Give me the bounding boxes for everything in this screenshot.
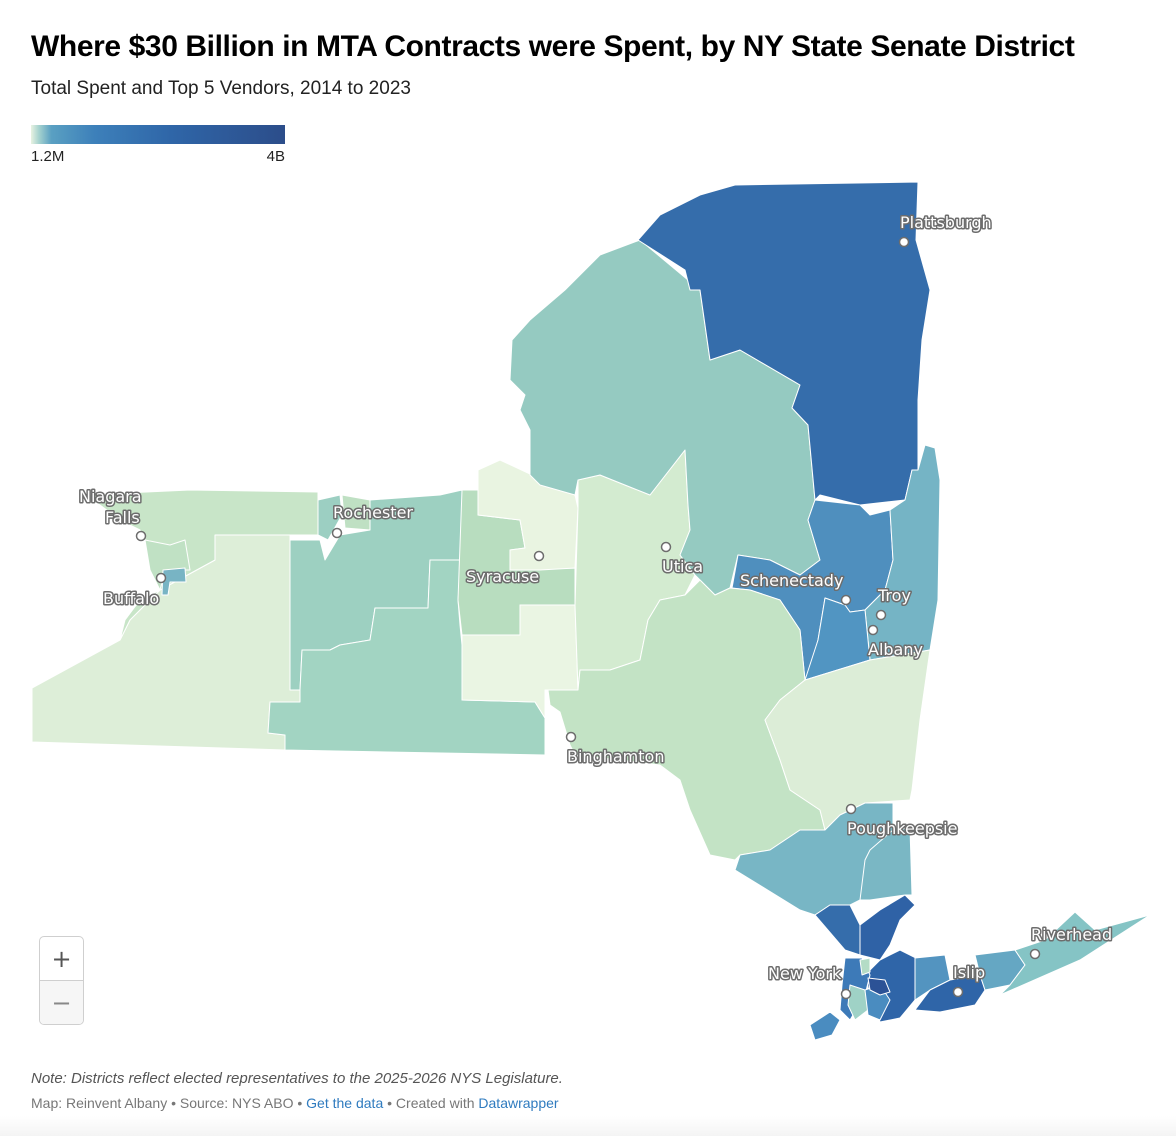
svg-text:Falls: Falls — [105, 508, 140, 527]
city-buffalo: Buffalo — [102, 572, 167, 610]
district-region[interactable] — [317, 494, 343, 541]
district-region[interactable] — [867, 977, 891, 996]
district-region[interactable] — [914, 974, 986, 1013]
zoom-controls: + − — [39, 936, 84, 1025]
get-the-data-link[interactable]: Get the data — [306, 1095, 384, 1111]
bottom-fade — [0, 1116, 1176, 1136]
svg-text:Niagara: Niagara — [79, 487, 142, 506]
city-poughkeepsie: Poughkeepsie — [846, 803, 959, 840]
chart-subtitle: Total Spent and Top 5 Vendors, 2014 to 2… — [31, 78, 411, 99]
choropleth-map[interactable]: Plattsburgh Niagara Falls Rochester Buff… — [0, 170, 1176, 1050]
district-region[interactable] — [267, 559, 546, 756]
district-region[interactable] — [814, 904, 861, 956]
city-niagara-falls: Niagara Falls — [78, 486, 147, 542]
city-islip: Islip — [952, 962, 987, 998]
color-legend: 1.2M 4B — [31, 125, 285, 165]
city-schenectady: Schenectady — [739, 570, 852, 606]
legend-gradient-bar — [31, 125, 285, 144]
svg-text:Binghamton: Binghamton — [567, 747, 664, 766]
district-region[interactable] — [999, 911, 1151, 996]
city-syracuse: Syracuse — [465, 550, 545, 588]
credit-prefix: Map: Reinvent Albany • Source: NYS ABO • — [31, 1095, 307, 1111]
svg-text:Poughkeepsie: Poughkeepsie — [847, 819, 957, 838]
svg-text:Buffalo: Buffalo — [103, 589, 159, 608]
zoom-out-button[interactable]: − — [40, 980, 83, 1024]
svg-text:New York: New York — [768, 964, 842, 983]
credit-mid: • Created with — [383, 1095, 479, 1111]
district-region[interactable] — [637, 181, 931, 506]
chart-title: Where $30 Billion in MTA Contracts were … — [31, 30, 1075, 63]
svg-text:Syracuse: Syracuse — [466, 567, 539, 586]
city-riverhead: Riverhead — [1030, 924, 1114, 960]
svg-text:Riverhead: Riverhead — [1031, 925, 1112, 944]
footer-credits: Map: Reinvent Albany • Source: NYS ABO •… — [31, 1095, 563, 1111]
svg-text:Albany: Albany — [868, 640, 923, 659]
svg-text:Utica: Utica — [662, 557, 703, 576]
datawrapper-link[interactable]: Datawrapper — [478, 1095, 559, 1111]
footer: Note: Districts reflect elected represen… — [31, 1070, 563, 1111]
city-utica: Utica — [661, 541, 705, 578]
svg-text:Islip: Islip — [953, 963, 985, 982]
district-region[interactable] — [864, 444, 941, 661]
district-region[interactable] — [859, 827, 913, 901]
district-region[interactable] — [859, 894, 916, 961]
zoom-in-button[interactable]: + — [51, 944, 72, 973]
legend-min-label: 1.2M — [31, 148, 65, 165]
header: Where $30 Billion in MTA Contracts were … — [31, 30, 1075, 100]
city-binghamton: Binghamton — [566, 731, 666, 768]
legend-max-label: 4B — [266, 148, 285, 165]
city-rochester: Rochester — [332, 502, 415, 539]
district-region[interactable] — [847, 984, 869, 1021]
district-region[interactable] — [809, 1011, 841, 1041]
city-new-york: New York — [767, 963, 852, 1000]
svg-text:Rochester: Rochester — [333, 503, 413, 522]
svg-text:Plattsburgh: Plattsburgh — [900, 213, 992, 232]
district-region[interactable] — [804, 597, 871, 681]
district-region[interactable] — [161, 567, 187, 596]
district-region[interactable] — [859, 957, 871, 976]
city-albany: Albany — [867, 624, 924, 661]
svg-text:Troy: Troy — [877, 586, 911, 605]
svg-text:Schenectady: Schenectady — [740, 571, 843, 590]
city-plattsburgh: Plattsburgh — [899, 212, 993, 248]
footer-note: Note: Districts reflect elected represen… — [31, 1070, 563, 1087]
city-troy: Troy — [876, 585, 912, 621]
